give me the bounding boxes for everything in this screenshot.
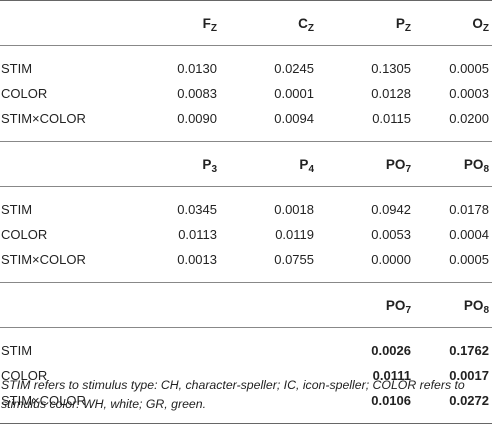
table-cell: 0.0004: [414, 222, 492, 247]
table-cell: 0.0053: [317, 222, 414, 247]
corner-cell: [0, 1, 127, 46]
row-label: COLOR: [0, 81, 127, 106]
table-cell: 0.0119: [220, 222, 317, 247]
corner-cell: [0, 142, 127, 187]
column-header: PO8: [414, 142, 492, 187]
table-cell: 0.0090: [127, 106, 220, 131]
table-cell: 0.0026: [317, 338, 414, 363]
column-header: PZ: [317, 1, 414, 46]
table-row: COLOR 0.0083 0.0001 0.0128 0.0003: [0, 81, 492, 106]
corner-cell: [0, 283, 127, 328]
table-cell: 0.0083: [127, 81, 220, 106]
table-cell: 0.0245: [220, 56, 317, 81]
table-row: COLOR 0.0113 0.0119 0.0053 0.0004: [0, 222, 492, 247]
row-label: STIM: [0, 56, 127, 81]
row-label: COLOR: [0, 222, 127, 247]
table-cell: 0.0005: [414, 247, 492, 272]
table-cell: 0.0001: [220, 81, 317, 106]
column-header: OZ: [414, 1, 492, 46]
table-cell: 0.0200: [414, 106, 492, 131]
column-header: P4: [220, 142, 317, 187]
table-cell: 0.1305: [317, 56, 414, 81]
column-header: CZ: [220, 1, 317, 46]
header-row-2: P3 P4 PO7 PO8: [0, 142, 492, 187]
table-cell: 0.0942: [317, 197, 414, 222]
row-label: STIM×COLOR: [0, 247, 127, 272]
table-footnote: STIM refers to stimulus type: CH, charac…: [1, 376, 491, 414]
table-cell: 0.0003: [414, 81, 492, 106]
table-row: STIM 0.0130 0.0245 0.1305 0.0005: [0, 56, 492, 81]
column-header: PO8: [414, 283, 492, 328]
table-cell: 0.0113: [127, 222, 220, 247]
row-label: STIM: [0, 197, 127, 222]
header-row-3: PO7 PO8: [0, 283, 492, 328]
table-row: STIM×COLOR 0.0090 0.0094 0.0115 0.0200: [0, 106, 492, 131]
table-cell: 0.0018: [220, 197, 317, 222]
table-cell: 0.0130: [127, 56, 220, 81]
row-label: STIM: [0, 338, 127, 363]
column-header: FZ: [127, 1, 220, 46]
row-label: STIM×COLOR: [0, 106, 127, 131]
table-row: STIM 0.0345 0.0018 0.0942 0.0178: [0, 197, 492, 222]
table-cell: 0.0345: [127, 197, 220, 222]
column-header: PO7: [317, 283, 414, 328]
table-cell: 0.0128: [317, 81, 414, 106]
table-cell: 0.0005: [414, 56, 492, 81]
table-cell: 0.0013: [127, 247, 220, 272]
column-header: P3: [127, 142, 220, 187]
table-cell: 0.0094: [220, 106, 317, 131]
table-cell: 0.1762: [414, 338, 492, 363]
table-row: STIM×COLOR 0.0013 0.0755 0.0000 0.0005: [0, 247, 492, 272]
table-cell: 0.0178: [414, 197, 492, 222]
header-row-1: FZ CZ PZ OZ: [0, 1, 492, 46]
table-row: STIM 0.0026 0.1762: [0, 338, 492, 363]
table-cell: 0.0755: [220, 247, 317, 272]
table-cell: 0.0115: [317, 106, 414, 131]
table-cell: 0.0000: [317, 247, 414, 272]
column-header: PO7: [317, 142, 414, 187]
